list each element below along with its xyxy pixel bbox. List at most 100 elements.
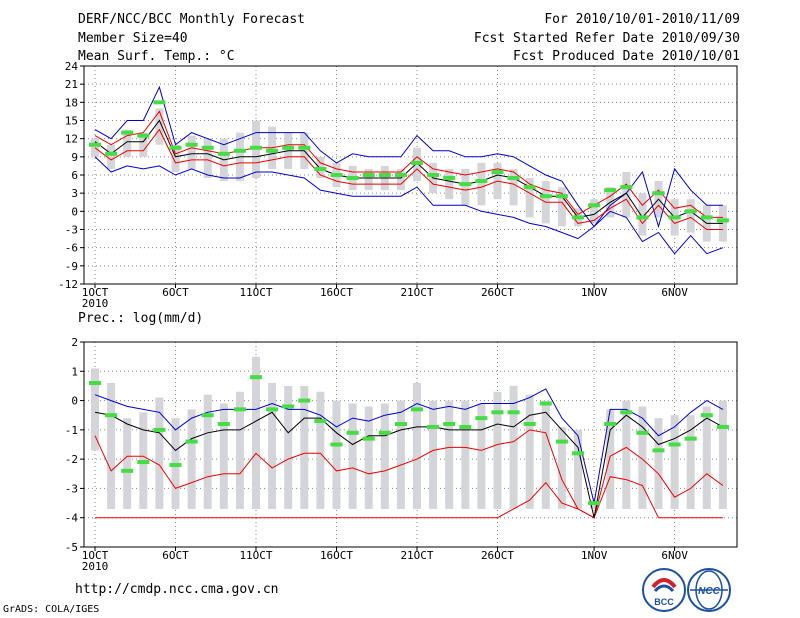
temp-median-marker bbox=[330, 173, 343, 177]
temp-median-marker bbox=[491, 169, 504, 174]
temp-spread-box bbox=[445, 168, 454, 200]
precip-median-marker bbox=[475, 416, 488, 421]
precip-spread-box bbox=[686, 415, 695, 509]
precip-median-marker bbox=[233, 407, 246, 412]
precip-median-marker bbox=[362, 436, 375, 441]
temp-upper-line bbox=[94, 110, 723, 218]
temp-median-marker bbox=[588, 203, 601, 208]
temp-y-tick-label: 24 bbox=[65, 60, 79, 73]
precip-x-tick-label: 26OCT bbox=[481, 549, 514, 562]
temp-spread-box bbox=[171, 144, 180, 172]
temp-median-marker bbox=[668, 215, 681, 220]
precip-y-tick-label: -1 bbox=[65, 424, 78, 437]
temp-spread-box bbox=[557, 187, 566, 227]
temp-mean-line bbox=[94, 119, 723, 224]
precip-y-tick-label: -3 bbox=[65, 482, 78, 495]
precip-min-line bbox=[95, 476, 723, 519]
precip-spread-box bbox=[702, 406, 711, 509]
precip-spread-box bbox=[203, 394, 212, 509]
precip-spread-box bbox=[574, 429, 582, 509]
temp-spread-box bbox=[155, 108, 164, 145]
precip-median-marker bbox=[636, 430, 649, 435]
precip-median-marker bbox=[684, 436, 697, 441]
temp-spread-box bbox=[364, 168, 373, 191]
temp-median-marker bbox=[378, 173, 391, 177]
precip-spread-box bbox=[622, 400, 631, 509]
precip-spread-box bbox=[477, 403, 486, 509]
precip-spread-box bbox=[123, 418, 132, 509]
temp-lower-line bbox=[94, 128, 723, 230]
temp-spread-box bbox=[509, 168, 518, 206]
precip-spread-box bbox=[396, 400, 405, 509]
precip-median-marker bbox=[121, 468, 134, 473]
precip-spread-box bbox=[316, 391, 325, 509]
precip-median-marker bbox=[620, 410, 633, 415]
precip-year-label: 2010 bbox=[82, 560, 109, 573]
precip-median-marker bbox=[105, 413, 118, 418]
temp-spread-box bbox=[686, 199, 695, 233]
precip-spread-box bbox=[557, 426, 566, 509]
precip-y-tick-label: -5 bbox=[65, 541, 78, 554]
temp-y-tick-label: 0 bbox=[71, 205, 78, 218]
temp-y-tick-label: 18 bbox=[65, 96, 78, 109]
precip-spread-box bbox=[332, 400, 341, 509]
temp-median-marker bbox=[105, 151, 118, 156]
temp-median-marker bbox=[700, 215, 713, 220]
source-url[interactable]: http://cmdp.ncc.cma.gov.cn bbox=[75, 582, 279, 597]
temp-x-tick-label: 11OCT bbox=[239, 286, 272, 299]
precip-spread-box bbox=[413, 383, 421, 509]
temp-median-marker bbox=[507, 176, 520, 181]
precip-spread-box bbox=[445, 400, 454, 509]
precip-spread-box bbox=[155, 397, 164, 509]
precip-y-tick-label: 2 bbox=[71, 336, 78, 349]
precip-median-marker bbox=[539, 401, 552, 406]
grads-credit: GrADS: COLA/IGES bbox=[3, 604, 100, 615]
temp-median-marker bbox=[459, 182, 472, 187]
temp-year-label: 2010 bbox=[82, 297, 109, 310]
forecast-started-date: Fcst Started Refer Date 2010/09/30 bbox=[473, 31, 740, 46]
temp-min-line bbox=[94, 156, 724, 255]
precip-median-marker bbox=[394, 422, 407, 426]
precip-median-marker bbox=[330, 442, 343, 447]
temp-median-marker bbox=[572, 215, 584, 220]
precip-x-tick-label: 21OCT bbox=[400, 549, 433, 562]
member-size: Member Size=40 bbox=[78, 31, 188, 46]
temp-median-marker bbox=[443, 176, 456, 181]
precip-median-marker bbox=[700, 413, 713, 418]
precip-median-marker bbox=[346, 430, 359, 435]
temp-median-marker bbox=[411, 160, 423, 165]
precip-max-line bbox=[94, 388, 724, 504]
temp-median-marker bbox=[684, 209, 697, 214]
temp-x-tick-label: 1OCT bbox=[82, 286, 109, 299]
precip-spread-box bbox=[235, 391, 244, 509]
temp-median-marker bbox=[185, 142, 198, 147]
forecast-produced-date: Fcst Produced Date 2010/10/01 bbox=[513, 49, 740, 64]
temp-median-marker bbox=[314, 166, 327, 171]
precip-median-marker bbox=[459, 424, 472, 429]
bcc-logo-text: BCC bbox=[654, 597, 674, 607]
precip-spread-box bbox=[606, 409, 615, 509]
precip-y-tick-label: 0 bbox=[71, 395, 78, 408]
temp-x-tick-label: 6NOV bbox=[661, 286, 688, 299]
temp-panel: -12 -9 -6 -3 0 3 6 9 12 15 18 21 24 1OCT 6OCT 11OCT 16OC… bbox=[58, 60, 738, 310]
temp-median-marker bbox=[716, 218, 729, 223]
precip-spread-box bbox=[252, 356, 260, 509]
temp-median-marker bbox=[652, 191, 665, 196]
precip-lower-line bbox=[94, 429, 724, 519]
temp-spread-box bbox=[107, 144, 116, 169]
precip-spread-box bbox=[525, 394, 534, 509]
precip-x-tick-label: 16OCT bbox=[320, 549, 353, 562]
temp-median-marker bbox=[555, 194, 568, 199]
temp-spread-box bbox=[590, 199, 599, 224]
temp-spread-box bbox=[139, 132, 148, 157]
temp-median-marker bbox=[250, 145, 262, 150]
temp-median-marker bbox=[346, 176, 359, 181]
temp-median-marker bbox=[137, 133, 150, 138]
precip-median-marker bbox=[555, 439, 568, 444]
precip-median-marker bbox=[507, 410, 520, 415]
precip-median-marker bbox=[89, 381, 101, 385]
temp-median-marker bbox=[604, 188, 617, 193]
precip-median-marker bbox=[652, 448, 665, 453]
precip-median-marker bbox=[443, 422, 456, 426]
precip-spread-box bbox=[493, 391, 502, 509]
